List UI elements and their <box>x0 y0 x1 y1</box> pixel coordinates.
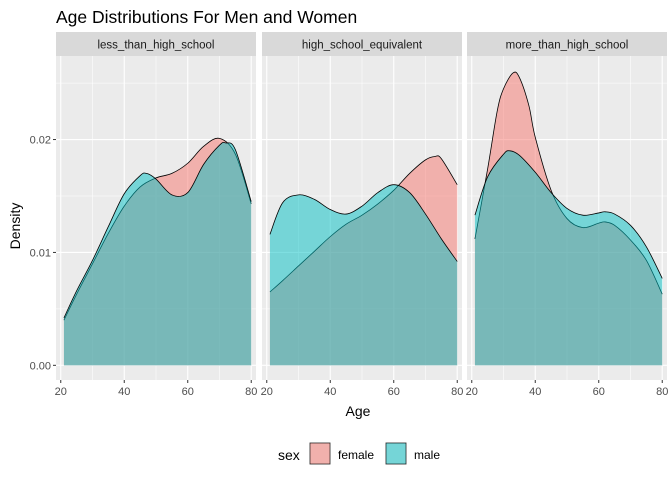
x-tick-label: 40 <box>118 386 130 398</box>
legend-label-male: male <box>414 448 440 462</box>
x-tick-label: 80 <box>656 386 668 398</box>
density-outline-male <box>474 150 663 279</box>
x-tick-label: 80 <box>451 386 463 398</box>
facet-panel: more_than_high_school 20 40 60 80 <box>466 32 668 398</box>
legend-label-female: female <box>338 448 374 462</box>
density-outline-male <box>63 141 252 319</box>
facet-panel: high_school_equivalent 20 40 60 80 <box>261 32 463 398</box>
legend-title: sex <box>278 447 300 463</box>
facet-strip <box>262 32 462 56</box>
density-area-male <box>63 142 252 366</box>
facet-strip <box>467 32 667 56</box>
y-axis: 0.00 0.01 0.02 <box>30 135 56 372</box>
density-area-male <box>269 184 458 366</box>
x-tick-label: 20 <box>466 386 478 398</box>
x-axis-title: Age <box>346 403 371 419</box>
facet-strip-label: high_school_equivalent <box>302 40 423 52</box>
y-tick-label: 0.00 <box>30 360 51 372</box>
facet-strip <box>56 32 256 56</box>
legend-key-male <box>385 442 407 465</box>
density-outline-male <box>269 184 458 262</box>
x-tick-label: 20 <box>55 386 67 398</box>
density-area-male <box>474 150 663 366</box>
y-axis-title: Density <box>7 203 23 250</box>
chart-title: Age Distributions For Men and Women <box>56 7 357 27</box>
x-tick-label: 40 <box>324 386 336 398</box>
legend: sex female male <box>278 442 440 465</box>
x-tick-label: 40 <box>529 386 541 398</box>
y-tick-label: 0.01 <box>30 247 51 259</box>
x-tick-label: 60 <box>388 386 400 398</box>
x-tick-label: 60 <box>593 386 605 398</box>
y-tick-label: 0.02 <box>30 135 51 147</box>
facet-strip-label: more_than_high_school <box>506 40 629 52</box>
x-tick-label: 60 <box>182 386 194 398</box>
x-tick-label: 20 <box>261 386 273 398</box>
facet-panel: less_than_high_school 20 40 60 80 <box>55 32 257 398</box>
x-tick-label: 80 <box>245 386 257 398</box>
legend-key-female <box>309 442 331 465</box>
facet-strip-label: less_than_high_school <box>97 40 214 52</box>
